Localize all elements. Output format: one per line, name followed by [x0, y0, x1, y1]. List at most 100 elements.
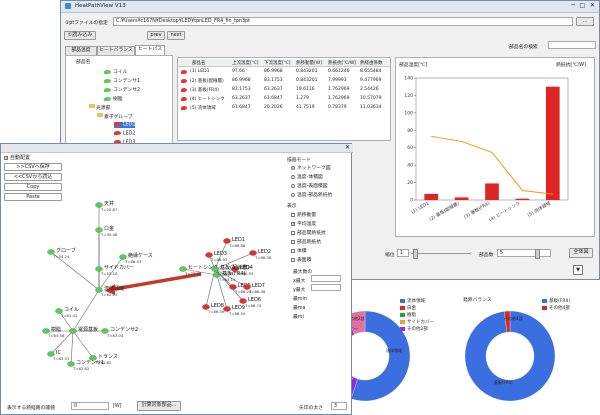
node-leaf-icon[interactable]: [67, 361, 75, 367]
display-part-resistance[interactable]: 部品熱抵抗: [291, 238, 321, 245]
auto-layout-checkbox[interactable]: 自動配置: [4, 154, 30, 161]
prev-button[interactable]: prev: [147, 31, 165, 40]
table-cell: (1) LED1: [190, 69, 210, 74]
node-temperature: T=61.82: [94, 360, 112, 365]
node-label: ロ金: [104, 225, 114, 232]
mode-temp-surface[interactable]: 温度-表面積図: [291, 182, 328, 189]
legend-item: その他4部: [542, 305, 570, 312]
legend-item: 基板(FR4): [542, 298, 570, 305]
min-label-2: 最mi: [293, 315, 304, 320]
node-leaf-icon[interactable]: [89, 355, 97, 361]
node-leaf-icon[interactable]: [223, 306, 231, 312]
save-csv-button[interactable]: >>CSVへ保存: [4, 163, 62, 171]
parts-slider-thumb[interactable]: [535, 249, 540, 259]
tree-item-resin[interactable]: 樹脂: [104, 95, 123, 102]
tree-item-led2[interactable]: LED2: [114, 131, 135, 137]
node-leaf-icon[interactable]: [42, 328, 50, 334]
folder-icon: [89, 104, 95, 108]
table-row[interactable]: (4) ヒートシンク 63.2637 61.6847 1.279 1.762969 10.…: [178, 95, 390, 103]
node-leaf-icon[interactable]: [47, 351, 55, 357]
display-inter-part-resistance[interactable]: 部品間熱抵抗: [291, 229, 326, 236]
table-cell: 83.1753: [232, 87, 251, 92]
path-table[interactable]: 部品名 上流温度[℃] 下流温度[℃] 熱移動量[W] 熱抵抗[℃/W] 熱経由…: [177, 57, 391, 141]
node-leaf-icon[interactable]: [95, 287, 103, 293]
node-leaf-icon[interactable]: [211, 266, 219, 272]
next-button[interactable]: next: [167, 31, 185, 40]
table-cell: 0.843201: [296, 69, 318, 74]
table-row[interactable]: (5) 流体領域 61.6847 20.2026 41.7519 0.78379 11.0…: [178, 104, 390, 112]
node-leaf-icon[interactable]: [205, 252, 213, 258]
file-path-field[interactable]: C:¥Users¥c167N¥Desktop¥LED¥tpnLED_FR4_fi…: [113, 17, 573, 26]
node-leaf-icon[interactable]: [229, 284, 237, 290]
node-leaf-icon[interactable]: [243, 284, 251, 290]
node-leaf-icon[interactable]: [69, 328, 77, 334]
arrow-width-field[interactable]: 3: [331, 402, 347, 410]
mode-network[interactable]: ネットワーク図: [291, 164, 331, 171]
display-average-temp[interactable]: 平均温度: [291, 220, 316, 227]
mode-temp-volume[interactable]: 温度-体積図: [291, 173, 323, 180]
part-leaf-icon: [181, 106, 187, 110]
tree-item-coil[interactable]: コイル: [104, 68, 127, 75]
paste-button[interactable]: Paste: [4, 193, 62, 201]
led-leaf-icon: [114, 140, 121, 144]
node-leaf-icon[interactable]: [95, 266, 103, 272]
fullscreen-button[interactable]: 全体図: [569, 248, 593, 258]
dropdown-icon[interactable]: ▼: [573, 265, 583, 275]
search-input[interactable]: [548, 41, 596, 49]
close-icon[interactable]: ✕: [344, 144, 350, 151]
threshold-field[interactable]: 0: [71, 402, 109, 410]
node-leaf-icon[interactable]: [55, 308, 63, 314]
parts-count-field[interactable]: 5: [497, 249, 551, 257]
table-row[interactable]: (3) 基板(FR4) 83.1753 63.2637 19.6116 1.762969…: [178, 86, 390, 94]
copy-button[interactable]: Copy: [4, 183, 62, 191]
tree-item-light-source[interactable]: 光源部: [89, 104, 110, 111]
node-leaf-icon[interactable]: [223, 238, 231, 244]
display-surface-area[interactable]: 表面積: [291, 256, 311, 263]
heat-path-chart: 0 20 40 60 80 100 120 140 (1) LED1(2) 基板(配線層) (3)…: [404, 76, 569, 223]
part-tree[interactable]: 部品名 コイル コンデンサ1 コンデンサ2 樹脂 光源部 素子グループ LED1…: [65, 55, 173, 155]
legend-swatch: [400, 319, 405, 324]
balance-title-2: 発熱バランス: [463, 298, 492, 303]
part-leaf-icon: [104, 69, 111, 74]
file-browse-button[interactable]: ...: [576, 17, 594, 26]
table-row[interactable]: (1) LED1 97.66 86.9968 0.843201 0.661246 8.65…: [178, 68, 390, 76]
tree-item-capacitor2[interactable]: コンデンサ2: [104, 86, 140, 93]
zoom-field[interactable]: 1: [397, 249, 409, 257]
node-leaf-icon[interactable]: [95, 227, 103, 233]
tab-part-temperature[interactable]: 部品温度: [65, 46, 97, 55]
node-leaf-icon[interactable]: [119, 254, 127, 260]
minimize-icon[interactable]: ─: [571, 2, 575, 9]
calc-target-parts-button[interactable]: 計算対象部品...: [137, 401, 181, 411]
table-row[interactable]: (2) 基板(配線層) 86.9968 83.1753 0.843201 7.99993…: [178, 77, 390, 85]
node-leaf-icon[interactable]: [47, 249, 55, 255]
load-csv-button[interactable]: <<CSVから読込: [4, 173, 62, 181]
node-leaf-icon[interactable]: [101, 328, 109, 334]
balance-panel: 放熱バランス 発熱バランス 流体領域 白金 樹脂 サイドカバー その他2部 基板…: [310, 288, 600, 415]
zoom-slider-thumb[interactable]: [413, 249, 418, 259]
display-volume[interactable]: 体積: [291, 247, 307, 254]
node-leaf-icon[interactable]: [202, 304, 210, 310]
y-max-field[interactable]: [311, 284, 341, 291]
node-label: LED6: [248, 297, 261, 303]
maximize-icon[interactable]: □: [579, 2, 585, 9]
tree-item-capacitor1[interactable]: コンデンサ1: [104, 77, 140, 84]
x-max-field[interactable]: [311, 275, 341, 282]
zoom-slider[interactable]: [411, 253, 471, 254]
tree-item-led1[interactable]: LED1: [114, 122, 136, 128]
tab-heat-balance[interactable]: ヒートバランス: [97, 46, 135, 55]
node-leaf-icon[interactable]: [213, 272, 221, 278]
tab-heat-path[interactable]: ヒートパス: [135, 45, 165, 55]
node-leaf-icon[interactable]: [239, 298, 247, 304]
node-leaf-icon[interactable]: [179, 266, 187, 272]
table-cell: 41.7519: [296, 105, 315, 110]
load-button[interactable]: ①読み込み: [64, 31, 96, 40]
node-leaf-icon[interactable]: [249, 250, 257, 256]
node-leaf-icon[interactable]: [95, 202, 103, 208]
tree-item-element-group[interactable]: 素子グループ: [97, 113, 133, 120]
checkbox-icon: [291, 248, 295, 253]
node-leaf-icon[interactable]: [231, 266, 239, 272]
close-icon[interactable]: ✕: [589, 2, 595, 9]
display-heat-transfer[interactable]: 熱移動量: [291, 211, 316, 218]
mode-temp-resistance[interactable]: 温度-部品熱抵抗: [291, 191, 332, 198]
legend-swatch: [400, 305, 405, 310]
